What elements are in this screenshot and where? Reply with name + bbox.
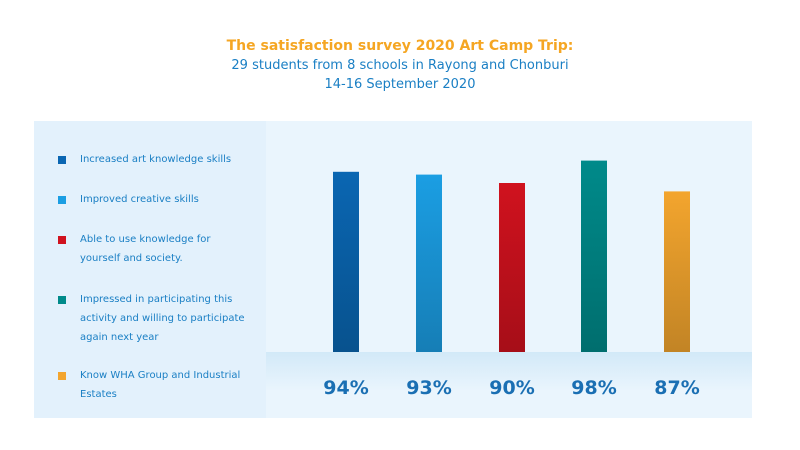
legend-label-line: Increased art knowledge skills	[80, 154, 232, 165]
value-label: 98%	[571, 377, 616, 399]
legend-swatch	[58, 372, 66, 380]
value-labels-group: 94% 93% 90% 98% 87%	[323, 377, 699, 399]
legend-label-line: Improved creative skills	[80, 194, 199, 205]
legend	[34, 121, 266, 418]
bars-group	[333, 160, 690, 352]
legend-label: Increased art knowledge skills	[80, 150, 260, 169]
bar	[333, 171, 359, 352]
value-label: 87%	[654, 377, 699, 399]
legend-label: Improved creative skills	[80, 190, 260, 209]
legend-label: Know WHA Group and Industrial Estates	[80, 366, 260, 404]
legend-swatch	[58, 296, 66, 304]
chart-subtitle-line2: 14-16 September 2020	[324, 77, 476, 92]
legend-label-line: yourself and society.	[80, 253, 183, 264]
value-label: 93%	[406, 377, 451, 399]
chart-header: The satisfaction survey 2020 Art Camp Tr…	[0, 36, 800, 94]
bar	[664, 191, 690, 352]
legend-label-line: again next year	[80, 332, 159, 343]
chart-baseline-band	[266, 352, 752, 418]
value-label: 94%	[323, 377, 368, 399]
bar	[416, 174, 442, 352]
bar-chart: 94% 93% 90% 98% 87%	[323, 160, 700, 399]
bar	[581, 160, 607, 352]
value-label: 90%	[489, 377, 534, 399]
legend-label-line: Know WHA Group and Industrial	[80, 370, 241, 381]
legend-swatch	[58, 236, 66, 244]
bar	[499, 183, 525, 352]
legend-swatch	[58, 196, 66, 204]
chart-title: The satisfaction survey 2020 Art Camp Tr…	[226, 38, 574, 54]
legend-label-line: activity and willing to participate	[80, 313, 245, 324]
legend-label: Impressed in participating this activity …	[80, 290, 260, 347]
legend-label: Able to use knowledge for yourself and so…	[80, 230, 260, 268]
chart-subtitle-line1: 29 students from 8 schools in Rayong and…	[231, 58, 569, 73]
legend-label-line: Estates	[80, 389, 117, 400]
legend-swatch	[58, 156, 66, 164]
legend-label-line: Impressed in participating this	[80, 294, 233, 305]
legend-label-line: Able to use knowledge for	[80, 234, 211, 245]
plot-area: 94% 93% 90% 98% 87%	[266, 121, 752, 418]
